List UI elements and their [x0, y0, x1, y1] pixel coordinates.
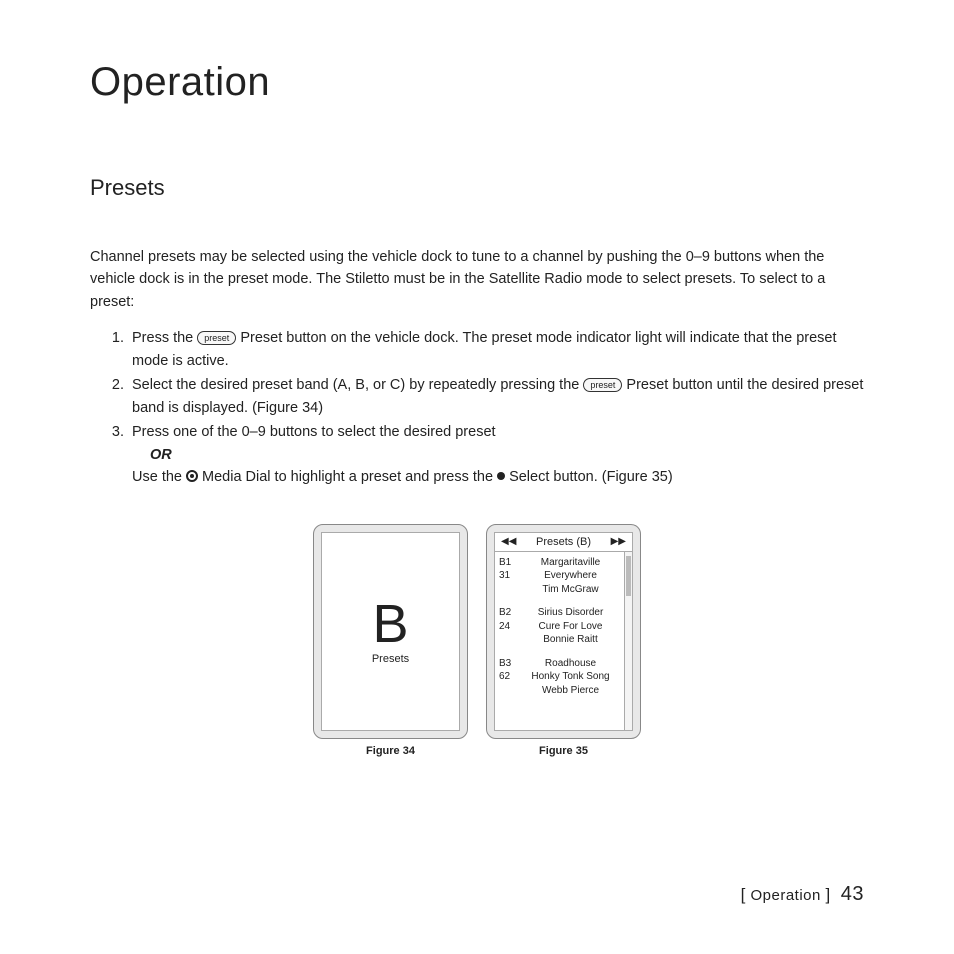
- step-1: Press the preset Preset button on the ve…: [128, 327, 864, 372]
- preset-id: B1: [499, 556, 519, 570]
- figure-35-list: B1 31 Margaritaville Everywhere Tim McGr…: [495, 552, 624, 730]
- preset-id: B2: [499, 606, 519, 620]
- page-footer: [ Operation ]43: [741, 883, 864, 906]
- page-number: 43: [841, 883, 864, 905]
- list-item: B1 31 Margaritaville Everywhere Tim McGr…: [499, 556, 622, 597]
- intro-paragraph: Channel presets may be selected using th…: [90, 246, 864, 313]
- forward-icon: ▶▶: [611, 536, 626, 547]
- preset-line: Everywhere: [519, 569, 622, 583]
- step-3b-text-c: Select button. (Figure 35): [505, 469, 673, 485]
- preset-channel: 31: [499, 569, 519, 583]
- section-heading: Presets: [90, 175, 864, 201]
- list-item: B2 24 Sirius Disorder Cure For Love Bonn…: [499, 606, 622, 647]
- preset-button-icon: preset: [197, 331, 236, 345]
- step-1-text-b: Preset button on the vehicle dock. The p…: [132, 330, 837, 368]
- figure-35-caption: Figure 35: [486, 745, 641, 757]
- preset-line: Roadhouse: [519, 657, 622, 671]
- figure-35-header-text: Presets (B): [536, 536, 591, 548]
- step-3: Press one of the 0–9 buttons to select t…: [128, 421, 864, 488]
- preset-line: Cure For Love: [519, 620, 622, 634]
- figure-35: ◀◀ Presets (B) ▶▶ B1 31 Margaritaville: [486, 524, 641, 757]
- preset-line: Sirius Disorder: [519, 606, 622, 620]
- preset-line: Webb Pierce: [519, 684, 622, 698]
- figures-row: B Presets Figure 34 ◀◀ Presets (B) ▶▶ B1: [90, 524, 864, 757]
- steps-list: Press the preset Preset button on the ve…: [90, 327, 864, 488]
- rewind-icon: ◀◀: [501, 536, 516, 547]
- figure-34-label: Presets: [372, 653, 409, 665]
- preset-line: Margaritaville: [519, 556, 622, 570]
- figure-34-letter: B: [372, 597, 408, 651]
- page-title: Operation: [90, 60, 864, 105]
- list-item: B3 62 Roadhouse Honky Tonk Song Webb Pie…: [499, 657, 622, 698]
- preset-button-icon: preset: [583, 378, 622, 392]
- step-2-text-a: Select the desired preset band (A, B, or…: [132, 377, 583, 393]
- preset-line: Tim McGraw: [519, 583, 622, 597]
- preset-line: Honky Tonk Song: [519, 670, 622, 684]
- step-1-text-a: Press the: [132, 330, 197, 346]
- figure-34: B Presets Figure 34: [313, 524, 468, 757]
- figure-35-header: ◀◀ Presets (B) ▶▶: [495, 533, 632, 552]
- preset-line: Bonnie Raitt: [519, 633, 622, 647]
- step-2: Select the desired preset band (A, B, or…: [128, 374, 864, 419]
- figure-34-screen: B Presets: [313, 524, 468, 739]
- preset-channel: 62: [499, 670, 519, 684]
- or-label: OR: [150, 444, 864, 466]
- media-dial-icon: [186, 470, 198, 482]
- step-3b-text-a: Use the: [132, 469, 186, 485]
- preset-channel: 24: [499, 620, 519, 634]
- figure-34-caption: Figure 34: [313, 745, 468, 757]
- scrollbar: [624, 552, 632, 730]
- footer-section: Operation: [750, 887, 820, 904]
- figure-35-screen: ◀◀ Presets (B) ▶▶ B1 31 Margaritaville: [486, 524, 641, 739]
- select-button-icon: [497, 472, 505, 480]
- step-3-text-a: Press one of the 0–9 buttons to select t…: [132, 424, 496, 440]
- step-3b-text-b: Media Dial to highlight a preset and pre…: [198, 469, 497, 485]
- preset-id: B3: [499, 657, 519, 671]
